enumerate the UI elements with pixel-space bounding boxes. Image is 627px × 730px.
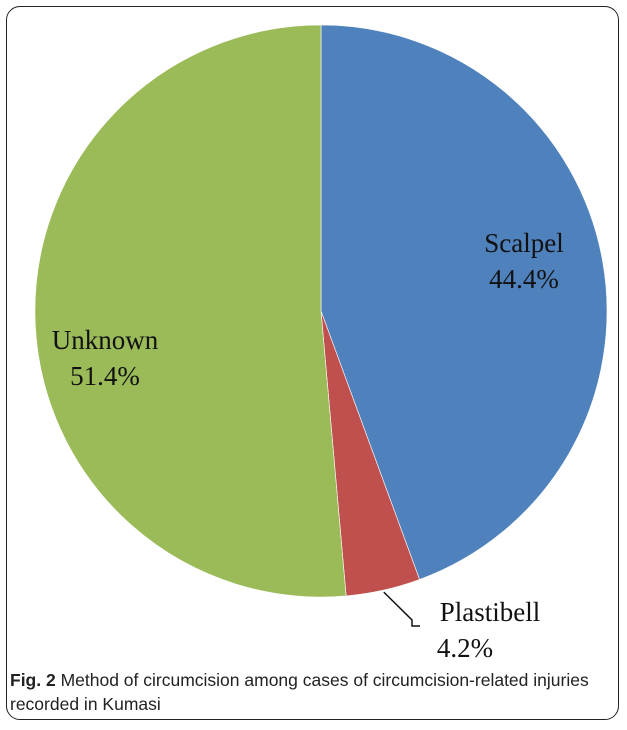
- slice-label-unknown: Unknown: [52, 325, 159, 355]
- slice-value-scalpel: 44.4%: [489, 264, 559, 294]
- pie-slice-scalpel: [320, 24, 608, 580]
- leader-line-plastibell: [383, 591, 420, 627]
- slice-label-scalpel: Scalpel: [484, 228, 563, 258]
- figure-caption: Fig. 2 Method of circumcision among case…: [10, 668, 610, 716]
- pie-chart: Scalpel 44.4% Plastibell 4.2% Unknown 51.4%: [34, 24, 608, 663]
- slice-value-unknown: 51.4%: [70, 361, 140, 391]
- slice-label-plastibell: Plastibell: [440, 597, 541, 627]
- pie-slices: [34, 24, 608, 598]
- figure-caption-text: Method of circumcision among cases of ci…: [10, 670, 589, 714]
- figure-label: Fig. 2: [10, 670, 56, 690]
- figure-frame: [6, 6, 619, 720]
- pie-slice-unknown: [34, 24, 347, 598]
- slice-value-plastibell: 4.2%: [437, 633, 493, 663]
- pie-labels: Scalpel 44.4% Plastibell 4.2% Unknown 51.4%: [52, 228, 564, 663]
